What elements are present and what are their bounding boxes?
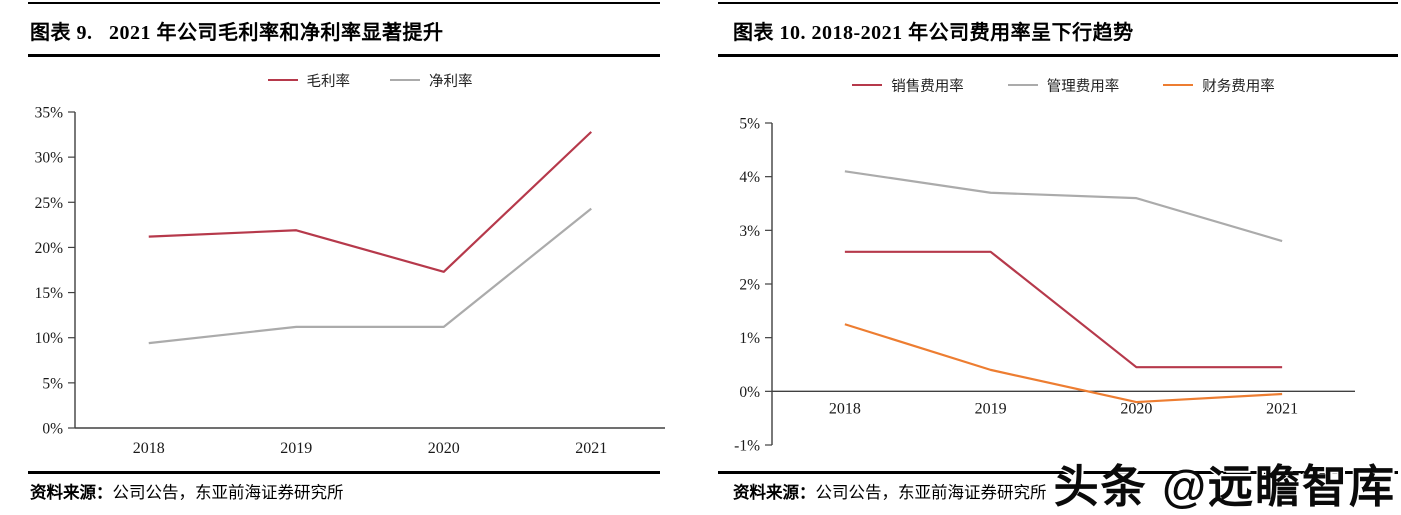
chart-legend: 销售费用率 管理费用率 财务费用率 (772, 75, 1355, 96)
y-tick-label: 20% (35, 240, 64, 257)
watermark: 头条 @远瞻智库 (1053, 461, 1396, 512)
source-label: 资料来源： (30, 483, 113, 502)
source-text: 公司公告，东亚前海证券研究所 (815, 483, 1047, 502)
title-underline (28, 54, 660, 57)
series-line-销售费用率 (844, 250, 1283, 369)
y-tick-label: 10% (35, 330, 64, 347)
legend-label: 销售费用率 (891, 78, 964, 95)
y-tick-label: 2% (739, 277, 760, 294)
x-tick-label: 2019 (975, 400, 1007, 417)
x-tick-label: 2021 (1266, 400, 1298, 417)
source-line: 资料来源：公司公告，东亚前海证券研究所 (733, 479, 1047, 503)
series-line-财务费用率 (844, 323, 1283, 404)
y-tick-label: 0% (42, 421, 63, 438)
legend-item: 销售费用率 (852, 75, 964, 96)
legend-item: 财务费用率 (1163, 75, 1275, 96)
title-underline (718, 54, 1398, 57)
series-line-净利率 (148, 207, 592, 345)
x-tick-label: 2018 (829, 400, 861, 417)
legend-item: 毛利率 (267, 70, 351, 91)
x-tick-label: 2020 (428, 440, 460, 457)
source-text: 公司公告，东亚前海证券研究所 (112, 483, 344, 502)
expense-line-chart: 5% 4% 3% 2% 1% 0% -1% 2018 2019 2020 2021 (734, 116, 1355, 455)
y-tick-label: 30% (35, 150, 64, 167)
margin-line-chart: 35% 30% 25% 20% 15% 10% 5% 0% 2018 2019 2020 2021 (35, 105, 665, 457)
y-tick-label: 3% (739, 223, 760, 240)
y-tick-label: -1% (734, 438, 760, 455)
bottom-rule (718, 471, 1398, 474)
bottom-rule (28, 471, 660, 474)
chart-legend: 毛利率 净利率 (75, 70, 665, 91)
figure-gross-net-margin: 图表 9. 2021 年公司毛利率和净利率显著提升 毛利率 净利率 35% 30% 2… (0, 0, 690, 515)
y-tick-label: 4% (739, 169, 760, 186)
y-tick-label: 35% (35, 105, 64, 122)
x-tick-label: 2019 (280, 440, 312, 457)
y-tick-label: 1% (739, 330, 760, 347)
y-tick-label: 0% (739, 384, 760, 401)
legend-swatch (1163, 83, 1194, 87)
x-tick-label: 2018 (133, 440, 165, 457)
series-line-毛利率 (148, 131, 593, 273)
legend-label: 管理费用率 (1046, 78, 1120, 95)
legend-label: 财务费用率 (1202, 78, 1275, 95)
y-tick-label: 15% (35, 285, 64, 302)
top-rule (28, 2, 660, 4)
y-tick-label: 5% (739, 116, 760, 133)
figure-title: 图表 9. 2021 年公司毛利率和净利率显著提升 (30, 22, 444, 44)
legend-swatch (1007, 83, 1038, 87)
top-rule (718, 2, 1398, 4)
figure-title: 图表 10. 2018-2021 年公司费用率呈下行趋势 (733, 22, 1134, 44)
legend-swatch (852, 83, 883, 87)
source-label: 资料来源： (733, 483, 816, 502)
source-line: 资料来源：公司公告，东亚前海证券研究所 (30, 479, 344, 503)
y-tick-label: 25% (35, 195, 64, 212)
legend-label: 毛利率 (306, 73, 351, 90)
legend-item: 净利率 (390, 70, 473, 91)
x-tick-label: 2021 (575, 440, 607, 457)
figure-expense-ratios: 图表 10. 2018-2021 年公司费用率呈下行趋势 销售费用率 管理费用率 财… (715, 0, 1401, 515)
x-tick-label: 2020 (1120, 400, 1152, 417)
legend-item: 管理费用率 (1007, 75, 1120, 96)
legend-swatch (267, 78, 298, 82)
series-line-管理费用率 (844, 170, 1283, 243)
legend-swatch (390, 78, 420, 82)
legend-label: 净利率 (429, 73, 473, 90)
y-tick-label: 5% (42, 375, 63, 392)
